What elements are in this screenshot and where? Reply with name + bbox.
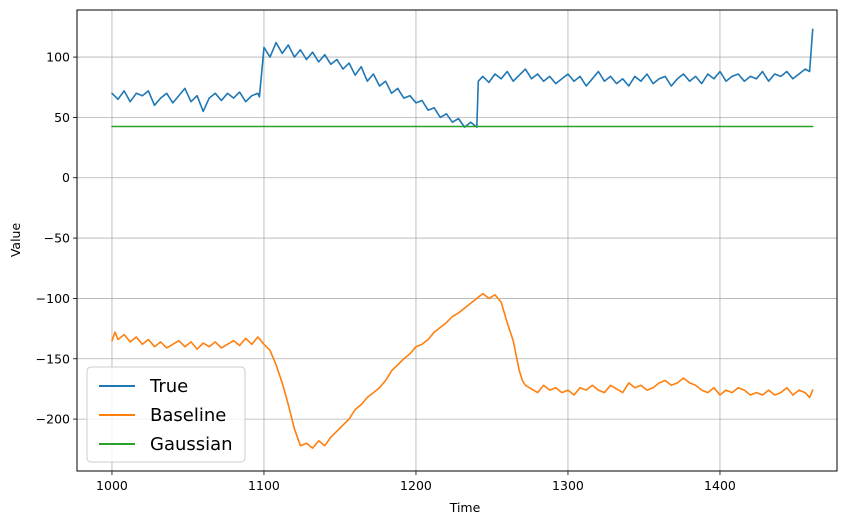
y-axis-label: Value [8, 223, 23, 258]
series-line-baseline [111, 292, 814, 449]
x-tick-label: 1100 [248, 478, 280, 493]
y-tick-label: 100 [46, 50, 70, 65]
x-tick-label: 1000 [96, 478, 128, 493]
legend-label-true: True [149, 376, 188, 397]
legend-label-gaussian: Gaussian [150, 434, 233, 455]
legend-label-baseline: Baseline [150, 405, 226, 426]
x-axis-label: Time [449, 500, 481, 515]
x-tick-label: 1400 [704, 478, 736, 493]
x-tick-label: 1200 [400, 478, 432, 493]
y-tick-label: −50 [44, 231, 70, 246]
x-tick-label: 1300 [552, 478, 584, 493]
y-tick-label: −200 [36, 412, 70, 427]
series-lines [111, 28, 814, 449]
y-tick-label: −100 [36, 291, 70, 306]
legend-box [86, 366, 246, 463]
plot-area-frame [76, 9, 838, 472]
axis-ticks: 1000 1100 1200 1300 1400 −200 −150 −100 −50 0 50 10… [36, 50, 736, 493]
y-tick-label: 0 [62, 170, 70, 185]
y-tick-label: −150 [36, 351, 70, 366]
grid-lines [77, 10, 837, 471]
y-tick-label: 50 [54, 110, 70, 125]
legend: True Baseline Gaussian [86, 366, 246, 463]
